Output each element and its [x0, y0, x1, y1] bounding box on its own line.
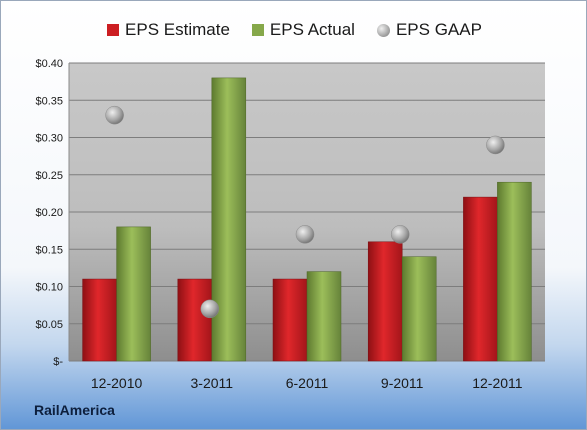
- legend-item-estimate: EPS Estimate: [107, 20, 230, 40]
- actual-bar: [497, 181, 532, 362]
- estimate-bar: [82, 278, 117, 362]
- y-tick-label: $0.35: [35, 95, 63, 107]
- x-tick-label: 3-2011: [191, 375, 234, 391]
- gaap-point: [390, 225, 410, 244]
- brand-label: RailAmerica: [34, 402, 115, 418]
- estimate-bar: [463, 196, 498, 362]
- legend-label-actual: EPS Actual: [269, 20, 355, 39]
- y-tick-label: $0.25: [35, 170, 63, 182]
- x-tick-label: 9-2011: [381, 375, 424, 391]
- x-tick-label: 12-2011: [472, 375, 523, 391]
- gaap-point: [486, 135, 505, 155]
- y-tick-label: $0.40: [35, 58, 63, 70]
- y-tick-label: $0.30: [35, 133, 63, 145]
- actual-bar: [306, 271, 342, 362]
- estimate-bar: [367, 241, 403, 362]
- y-tick-label: $0.20: [35, 207, 63, 219]
- gaap-point: [295, 225, 315, 244]
- y-tick-label: $0.10: [35, 282, 63, 294]
- actual-bar: [116, 226, 151, 362]
- estimate-bar: [272, 278, 308, 362]
- legend-item-actual: EPS Actual: [251, 20, 355, 40]
- gaap-ball-icon: [376, 23, 390, 37]
- x-tick-label: 12-2010: [91, 375, 143, 391]
- y-tick-label: $0.05: [35, 319, 63, 331]
- legend-item-gaap: EPS GAAP: [376, 20, 482, 40]
- actual-swatch-icon: [251, 24, 264, 36]
- legend-label-gaap: EPS GAAP: [395, 20, 482, 39]
- actual-bar: [211, 77, 247, 362]
- y-tick-label: $-: [53, 356, 63, 368]
- x-tick-label: 6-2011: [286, 375, 329, 391]
- legend: EPS Estimate EPS Actual EPS GAAP: [1, 17, 586, 43]
- actual-bar: [401, 256, 437, 362]
- estimate-swatch-icon: [107, 24, 120, 36]
- legend-label-estimate: EPS Estimate: [125, 20, 230, 39]
- y-tick-label: $0.15: [35, 244, 63, 256]
- gaap-point: [200, 299, 220, 319]
- gaap-point: [105, 105, 124, 125]
- estimate-bar: [177, 278, 213, 362]
